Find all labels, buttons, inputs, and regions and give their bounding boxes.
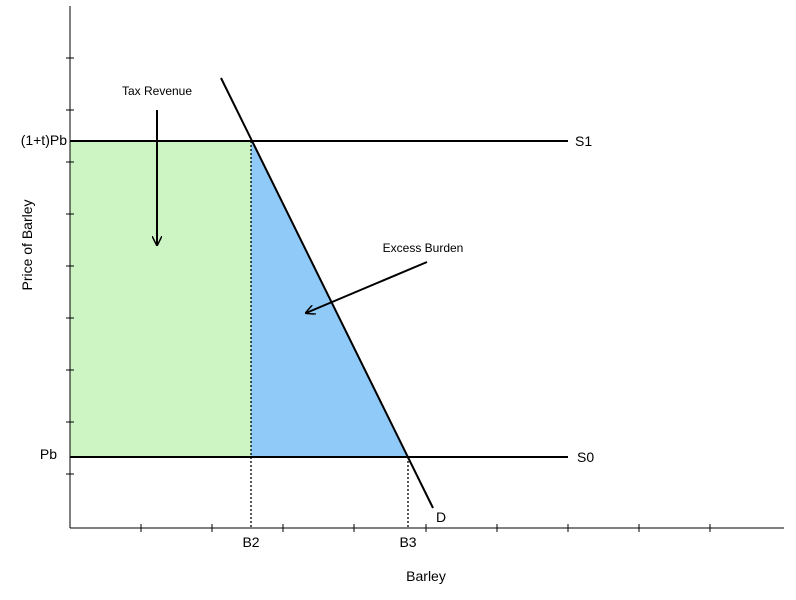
curve-label-d: D xyxy=(436,509,446,525)
price-label-high: (1+t)Pb xyxy=(21,132,68,148)
x-axis-label: Barley xyxy=(406,568,446,584)
x-axis-ticks xyxy=(140,524,711,532)
y-axis-ticks xyxy=(66,57,74,475)
tax-revenue-annotation: Tax Revenue xyxy=(122,84,192,98)
excess-burden-arrow xyxy=(306,261,428,313)
tax-revenue-region xyxy=(70,141,251,457)
excess-burden-annotation: Excess Burden xyxy=(383,241,464,255)
demand-line xyxy=(220,77,434,509)
curve-label-s1: S1 xyxy=(575,133,592,149)
curve-label-s0: S0 xyxy=(577,449,594,465)
price-label-low: Pb xyxy=(40,446,57,462)
quantity-label-b3: B3 xyxy=(399,534,416,550)
y-axis-label: Price of Barley xyxy=(19,199,35,290)
quantity-label-b2: B2 xyxy=(242,534,259,550)
